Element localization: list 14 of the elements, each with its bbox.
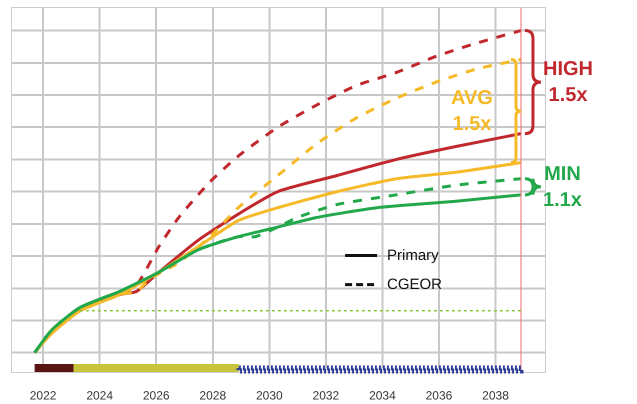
x-tick-label: 2028	[199, 388, 226, 402]
x-tick-label: 2038	[482, 388, 510, 402]
annotation: Primary	[387, 247, 440, 264]
annotation: AVG 1.5x	[451, 87, 493, 135]
x-tick-label: 2024	[86, 388, 114, 402]
x-tick-label: 2022	[30, 388, 57, 402]
annotation: MIN 1.1x	[543, 163, 582, 211]
x-tick-label: 2036	[426, 388, 453, 402]
annotation: HIGH 1.5x	[543, 58, 593, 106]
annotation: CGEOR	[387, 276, 442, 293]
x-tick-label: 2026	[142, 388, 170, 402]
x-tick-label: 2030	[256, 388, 283, 402]
x-tick-label: 2032	[312, 388, 340, 402]
x-tick-label: 2034	[369, 388, 396, 402]
